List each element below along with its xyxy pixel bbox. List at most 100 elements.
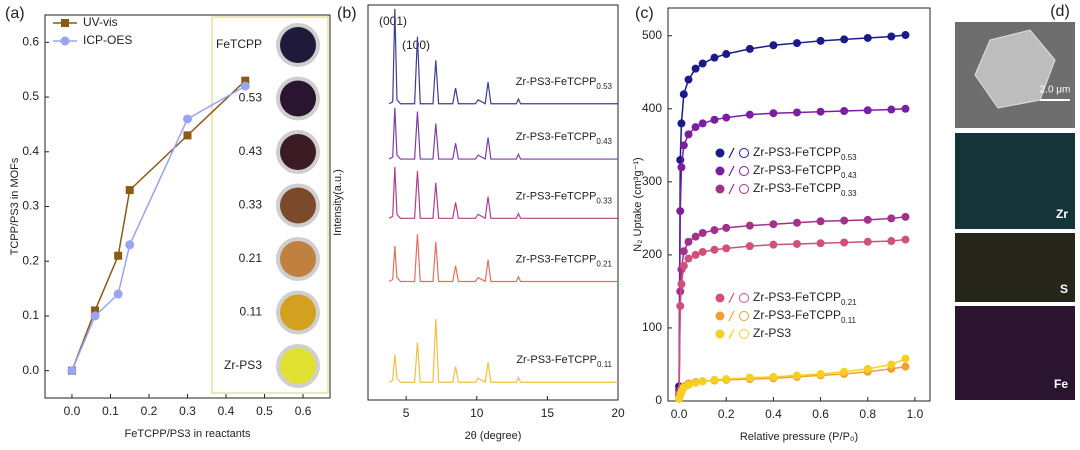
- legend-marker: [715, 293, 725, 303]
- marker: [676, 207, 685, 216]
- label-subscript: 0.33: [596, 196, 612, 205]
- marker: [887, 360, 896, 369]
- inset-label: 0.21: [239, 251, 263, 265]
- s-map: [955, 233, 1075, 302]
- marker: [887, 32, 896, 41]
- marker: [679, 141, 688, 150]
- marker: [240, 81, 250, 91]
- marker: [792, 108, 801, 117]
- marker: [901, 31, 910, 40]
- marker: [710, 245, 719, 254]
- x-axis-label: 2θ (degree): [465, 430, 522, 442]
- legend-label: Zr-PS3-FeTCPP0.33: [753, 181, 857, 197]
- marker: [863, 237, 872, 246]
- y-tick-label: 400: [642, 101, 662, 115]
- legend-label: Zr-PS3-FeTCPP0.21: [753, 290, 857, 306]
- x-tick-label: 0.5: [256, 404, 273, 418]
- label-subscript: 0.53: [596, 81, 612, 90]
- legend-slash: [728, 328, 735, 340]
- marker: [722, 223, 731, 232]
- marker: [792, 39, 801, 48]
- legend-marker: [715, 166, 725, 176]
- marker: [679, 247, 688, 256]
- marker: [90, 311, 100, 321]
- inset-label: 0.11: [240, 305, 263, 319]
- marker: [679, 261, 688, 270]
- y-tick-label: 0.5: [22, 89, 39, 103]
- legend-marker-open: [739, 329, 749, 339]
- marker: [676, 287, 685, 296]
- marker: [887, 237, 896, 246]
- map-label: Fe: [1054, 377, 1068, 391]
- marker: [722, 50, 731, 59]
- series-line: [388, 107, 618, 161]
- marker: [901, 354, 910, 363]
- marker: [183, 131, 192, 140]
- marker: [745, 44, 754, 53]
- y-axis-label: N₂ Uptake (cm³g⁻¹): [632, 157, 644, 251]
- inset-label: 0.43: [239, 144, 263, 158]
- legend-label: ICP-OES: [83, 33, 132, 47]
- series-label: Zr-PS3-FeTCPP0.21: [516, 253, 613, 268]
- label-subscript: 0.11: [841, 316, 857, 325]
- marker: [901, 212, 910, 221]
- marker: [722, 375, 731, 384]
- x-tick-label: 0.6: [295, 404, 312, 418]
- marker: [863, 215, 872, 224]
- marker: [863, 33, 872, 42]
- marker: [691, 378, 700, 387]
- marker: [684, 380, 693, 389]
- marker: [840, 238, 849, 247]
- plot-frame: [667, 7, 931, 402]
- marker: [691, 64, 700, 73]
- series-label: Zr-PS3-FeTCPP0.11: [516, 354, 612, 369]
- x-tick-label: 10: [470, 406, 484, 420]
- y-tick-label: 0.3: [22, 199, 39, 213]
- label-subscript: 0.21: [596, 259, 612, 268]
- series-line: [388, 234, 618, 283]
- marker: [91, 306, 100, 315]
- y-tick-label: 0.0: [22, 363, 39, 377]
- marker: [677, 119, 686, 128]
- panel-label: (c): [635, 5, 654, 22]
- marker: [698, 228, 707, 237]
- marker: [183, 114, 192, 124]
- label-main: Zr-PS3-FeTCPP: [516, 253, 597, 265]
- x-tick-label: 0.0: [64, 404, 81, 418]
- legend-label: Zr-PS3-FeTCPP0.11: [753, 308, 857, 324]
- marker: [698, 377, 707, 386]
- marker: [691, 123, 700, 132]
- x-axis-label: Relative pressure (P/P₀): [740, 431, 858, 443]
- label-subscript: 0.53: [841, 153, 857, 162]
- marker: [125, 186, 134, 195]
- label-main: Zr-PS3-FeTCPP: [516, 354, 597, 366]
- marker: [691, 232, 700, 241]
- x-tick-label: 0.2: [141, 404, 158, 418]
- marker: [67, 366, 77, 376]
- y-tick-label: 0.4: [22, 144, 39, 158]
- x-tick-label: 0.8: [859, 407, 876, 421]
- marker: [684, 254, 693, 263]
- x-axis-label: FeTCPP/PS3 in reactants: [125, 428, 251, 440]
- marker: [676, 302, 685, 311]
- marker: [684, 75, 693, 84]
- marker: [745, 242, 754, 251]
- panel-label: (b): [337, 5, 357, 22]
- legend-marker-open: [739, 184, 749, 194]
- x-tick-label: 1.0: [907, 407, 924, 421]
- marker: [840, 106, 849, 115]
- marker: [710, 226, 719, 235]
- marker: [125, 240, 135, 250]
- inset-label: Zr-PS3: [224, 358, 262, 372]
- series-line: [388, 166, 618, 220]
- legend-marker: [60, 36, 70, 46]
- marker: [816, 107, 825, 116]
- annotation: (001): [379, 14, 407, 28]
- legend-marker-open: [739, 293, 749, 303]
- marker: [710, 53, 719, 62]
- y-tick-label: 0.1: [22, 308, 39, 322]
- legend-marker: [715, 311, 725, 321]
- inset-label: 0.53: [239, 91, 263, 105]
- series-label: Zr-PS3-FeTCPP0.43: [516, 131, 613, 146]
